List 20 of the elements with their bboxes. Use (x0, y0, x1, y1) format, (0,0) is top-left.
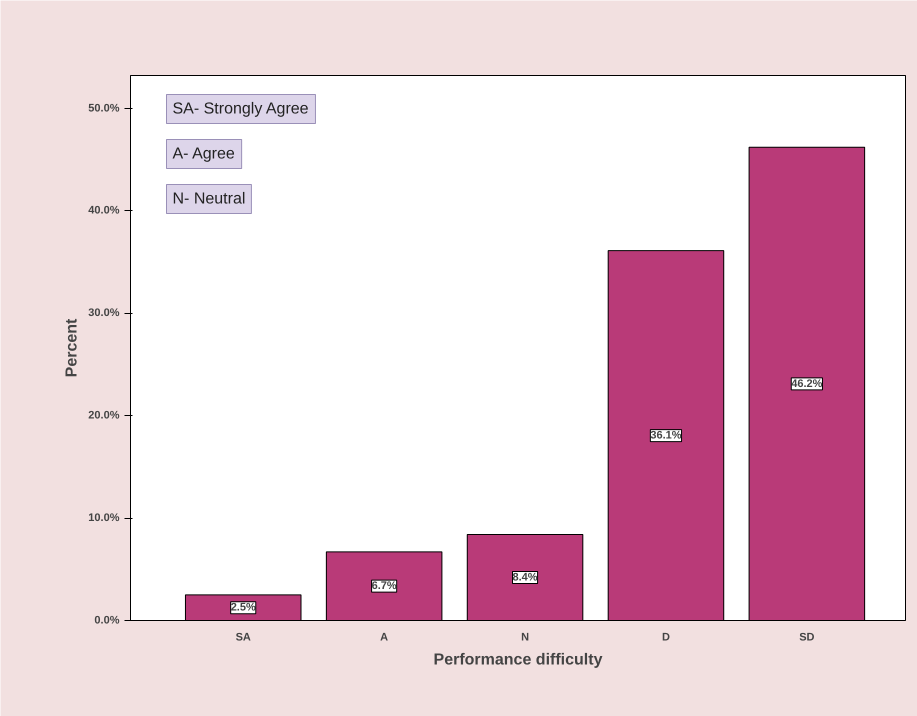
x-tick-label: N (521, 632, 530, 644)
x-tick-label: SA (236, 632, 251, 644)
x-axis-title: Performance difficulty (434, 652, 603, 668)
annotation: A- Agree (172, 146, 235, 162)
bar (748, 146, 866, 620)
x-tick-label: A (380, 632, 388, 644)
y-tick-label: 50.0% (88, 102, 120, 114)
y-axis-title: Percent (63, 318, 80, 378)
y-tick-label: 30.0% (88, 307, 120, 320)
x-tick-label: SD (799, 632, 815, 644)
bar (326, 551, 442, 620)
y-tick-label: 40.0% (88, 204, 120, 217)
y-tick-label: 20.0% (88, 410, 120, 422)
bar (608, 250, 724, 620)
bar (466, 534, 584, 620)
x-tick-label: D (662, 632, 670, 644)
y-tick-label: 0.0% (94, 614, 120, 626)
annotation: N- Neutral (172, 190, 246, 208)
y-tick-label: 10.0% (88, 512, 120, 524)
annotation: SA- Strongly Agree (172, 100, 309, 118)
